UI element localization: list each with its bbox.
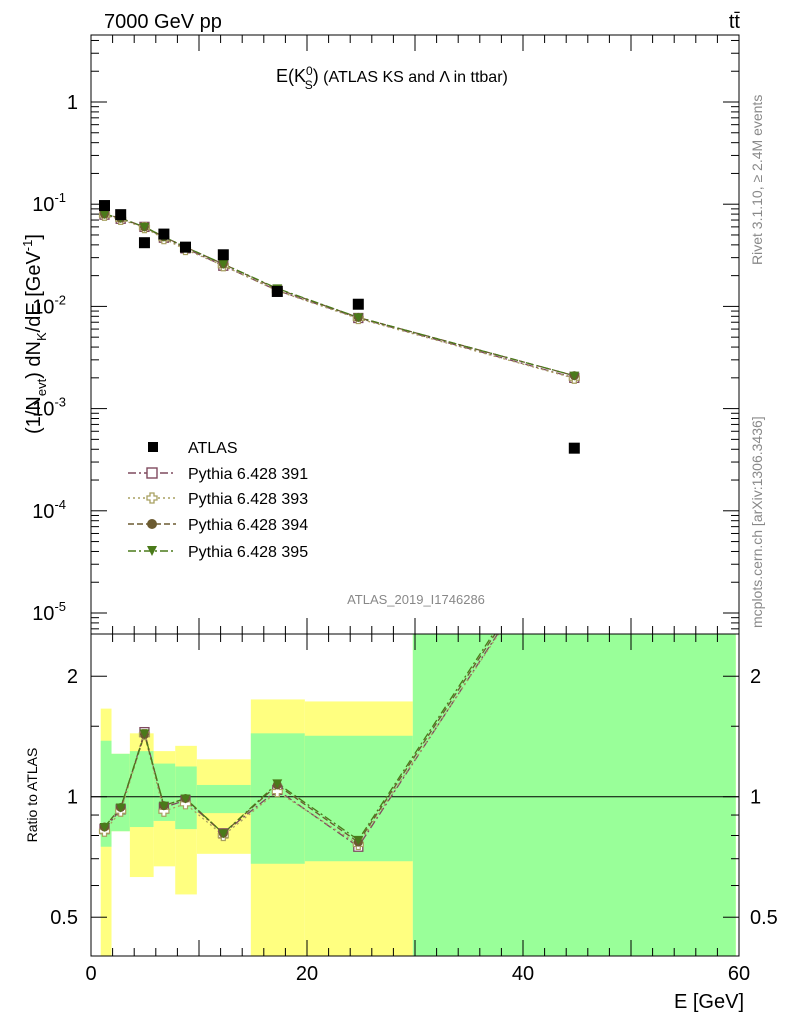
atlas-point <box>271 285 283 297</box>
legend-label-atlas: ATLAS <box>188 440 238 457</box>
rivet-label: Rivet 3.1.10, ≥ 2.4M events <box>749 95 765 265</box>
series-line <box>104 214 575 379</box>
atlas-point <box>99 200 110 212</box>
legend-marker-391 <box>146 467 158 479</box>
legend-label-395: Pythia 6.428 395 <box>188 544 308 561</box>
ratio-y-tick-label-right: 1 <box>750 787 761 809</box>
x-tick-label: 0 <box>85 963 96 985</box>
x-tick-label: 40 <box>512 963 534 985</box>
atlas-point <box>568 442 580 454</box>
data-point <box>139 222 150 232</box>
ratio-y-tick-label-right: 2 <box>750 666 761 688</box>
x-tick-label: 60 <box>728 963 750 985</box>
x-tick-label: 20 <box>296 963 318 985</box>
main-title: E(K0 S) (ATLAS KS and Λ in ttbar) <box>276 64 508 92</box>
y-tick-label: 1 <box>67 92 78 114</box>
atlas-point <box>217 249 229 261</box>
uncertainty-band-inner <box>100 740 112 847</box>
ratio-point <box>180 794 191 804</box>
ratio-bands <box>91 634 739 956</box>
series-line <box>104 213 575 377</box>
legend-entry-atlas: ATLAS <box>148 440 238 457</box>
data-point <box>99 210 110 220</box>
legend-label-391: Pythia 6.428 391 <box>188 466 308 483</box>
ratio-point <box>99 823 110 833</box>
series-line <box>104 213 575 377</box>
ratio-line <box>103 634 500 846</box>
ratio-series <box>98 634 500 852</box>
atlas-point <box>352 298 364 310</box>
ratio-y-tick-label: 2 <box>67 666 78 688</box>
legend-marker-393 <box>146 492 158 504</box>
atlas-point <box>158 228 170 240</box>
ratio-y-tick-label: 1 <box>67 787 78 809</box>
series-line <box>104 214 575 379</box>
legend-label-394: Pythia 6.428 394 <box>188 517 308 534</box>
legend-entry-393: Pythia 6.428 393 <box>128 491 308 508</box>
y-tick-label: 10-1 <box>32 190 66 216</box>
ratio-plot-area <box>98 634 500 852</box>
data-point <box>353 313 364 323</box>
y-tick-label: 10-5 <box>32 599 66 625</box>
ratio-line <box>104 634 494 841</box>
atlas-point <box>138 237 150 249</box>
atlas-point <box>115 209 127 221</box>
ratio-point <box>115 803 126 813</box>
uncertainty-band-inner <box>196 784 251 814</box>
y-axis-label: (1/Nevt) dNK/dE [GeV-1] <box>20 234 49 434</box>
legend-marker-394 <box>147 519 157 529</box>
main-ticks: 1 10-1 10-2 10-3 10-4 10-5 <box>32 35 740 634</box>
legend: ATLAS Pythia 6.428 391 Pythia 6.428 393 … <box>128 440 308 561</box>
ratio-point <box>271 785 283 798</box>
data-point <box>569 371 580 381</box>
ratio-y-tick-label: 0.5 <box>50 907 78 929</box>
data-point <box>218 259 229 269</box>
ratio-point <box>158 801 169 811</box>
uncertainty-band-inner <box>412 634 736 956</box>
mcplots-label: mcplots.cern.ch [arXiv:1306.3436] <box>749 416 765 628</box>
y-tick-label: 10-2 <box>32 292 66 318</box>
ratio-y-label: Ratio to ATLAS <box>24 748 40 843</box>
legend-entry-394: Pythia 6.428 394 <box>128 517 308 534</box>
legend-entry-395: Pythia 6.428 395 <box>128 544 308 561</box>
atlas-point <box>180 241 191 253</box>
y-tick-label: 10-3 <box>32 395 66 421</box>
ratio-point <box>139 729 150 739</box>
legend-marker-395 <box>147 546 157 556</box>
ratio-y-tick-label-right: 0.5 <box>750 907 778 929</box>
legend-label-393: Pythia 6.428 393 <box>188 491 308 508</box>
main-series <box>98 200 580 454</box>
y-tick-label: 10-4 <box>32 497 66 523</box>
legend-marker-atlas <box>148 442 158 452</box>
uncertainty-band-inner <box>129 751 154 828</box>
ratio-point <box>218 829 229 839</box>
ratio-point <box>353 835 364 845</box>
legend-entry-391: Pythia 6.428 391 <box>128 466 308 483</box>
ratio-frame <box>90 633 740 957</box>
energy-label: 7000 GeV pp <box>104 11 222 33</box>
ratio-point <box>272 779 283 789</box>
analysis-tag: ATLAS_2019_I1746286 <box>347 592 485 607</box>
process-label: tt̄ <box>729 11 741 33</box>
x-axis-label: E [GeV] <box>674 991 744 1013</box>
